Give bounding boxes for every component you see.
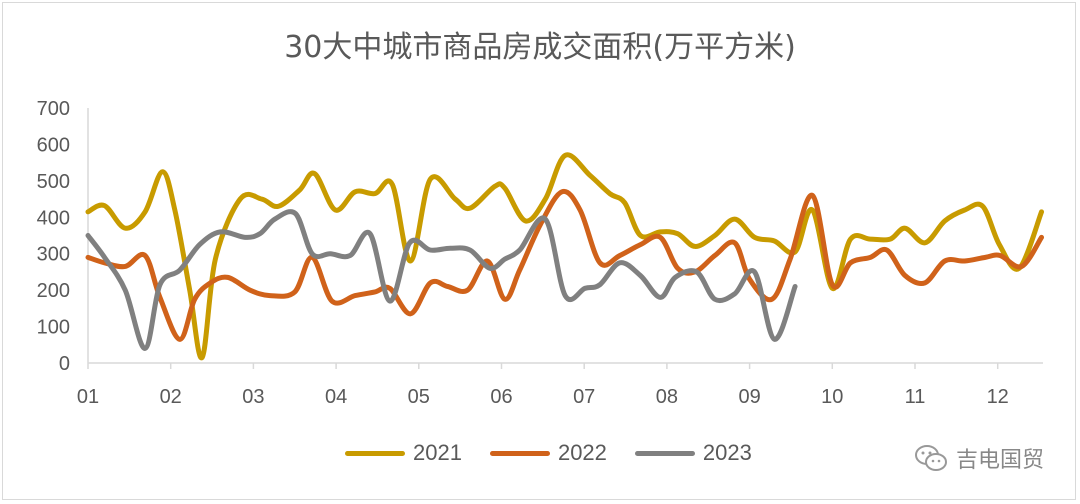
x-tick-label: 03 <box>242 386 264 408</box>
x-tick-label: 01 <box>77 386 99 408</box>
wechat-icon <box>914 445 947 471</box>
legend-label: 2023 <box>702 440 752 465</box>
y-tick-label: 200 <box>37 280 70 302</box>
y-tick-label: 600 <box>37 134 70 156</box>
x-tick-label: 08 <box>656 386 678 408</box>
x-tick-label: 04 <box>325 386 347 408</box>
legend: 2021 2022 2023 <box>345 440 752 466</box>
series-line-2022 <box>85 188 1045 342</box>
legend-label: 2022 <box>557 440 607 465</box>
legend-item-2021: 2021 <box>345 440 462 466</box>
series-line-2021 <box>85 152 1045 361</box>
legend-swatch <box>345 450 405 456</box>
chart-title: 30大中城市商品房成交面积(万平方米) <box>284 30 796 65</box>
watermark: 吉电国贸 <box>914 442 1044 474</box>
x-tick-label: 07 <box>573 386 595 408</box>
watermark-text: 吉电国贸 <box>955 448 1044 473</box>
x-tick-label: 11 <box>905 386 926 408</box>
y-tick-label: 400 <box>37 207 70 229</box>
x-tick-label: 06 <box>490 386 512 408</box>
x-tick-label: 09 <box>738 386 760 408</box>
legend-label: 2021 <box>413 440 462 465</box>
y-tick-label: 700 <box>37 98 70 120</box>
y-tick-label: 300 <box>37 244 70 266</box>
y-tick-label: 0 <box>59 353 70 375</box>
x-tick-label: 10 <box>821 386 843 408</box>
y-tick-label: 500 <box>37 171 70 193</box>
legend-item-2022: 2022 <box>489 440 607 466</box>
x-tick-label: 12 <box>987 386 1009 408</box>
series-line-2023 <box>85 209 798 351</box>
legend-item-2023: 2023 <box>634 440 752 466</box>
y-tick-label: 100 <box>37 317 70 339</box>
legend-swatch <box>489 450 550 456</box>
x-tick-label: 02 <box>160 386 182 408</box>
x-tick-label: 05 <box>408 386 430 408</box>
legend-swatch <box>634 450 695 456</box>
